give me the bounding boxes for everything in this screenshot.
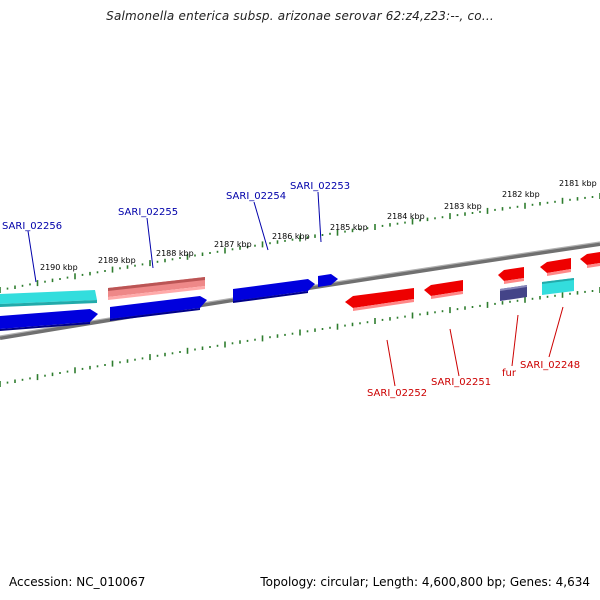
feature-cyan-left[interactable] [0, 290, 97, 307]
scale-label-2186: 2186 kbp [272, 232, 310, 241]
scale-label-2181: 2181 kbp [559, 179, 597, 188]
feature-blue-sari-02254[interactable] [233, 279, 315, 303]
gene-label-sari-02255[interactable]: SARI_02255 [118, 207, 178, 218]
feature-blue-sari-02255[interactable] [110, 296, 207, 321]
scale-label-2184: 2184 kbp [387, 212, 425, 221]
label-leader-lines [27, 191, 564, 387]
scale-label-2188: 2188 kbp [156, 249, 194, 258]
scale-label-2190: 2190 kbp [40, 263, 78, 272]
feature-cyan-sari-02248[interactable] [542, 278, 574, 295]
feature-red-upper-2[interactable] [540, 258, 571, 276]
scale-label-2183: 2183 kbp [444, 202, 482, 211]
gene-label-fur[interactable]: fur [502, 368, 517, 379]
gene-label-sari-02252[interactable]: SARI_02252 [367, 388, 427, 399]
genome-stats-text: Topology: circular; Length: 4,600,800 bp… [260, 575, 590, 589]
feature-purple-fur[interactable] [500, 285, 527, 301]
gene-label-sari-02254[interactable]: SARI_02254 [226, 191, 286, 202]
feature-red-upper-1[interactable] [498, 267, 524, 284]
scale-label-2185: 2185 kbp [330, 223, 368, 232]
feature-red-sari-02251[interactable] [424, 280, 463, 299]
feature-blue-sari-02253[interactable] [318, 274, 338, 287]
gene-label-sari-02251[interactable]: SARI_02251 [431, 377, 491, 388]
scale-labels: 2190 kbp 2189 kbp 2188 kbp 2187 kbp 2186… [40, 179, 597, 272]
feature-red-sari-02252[interactable] [345, 288, 414, 311]
scale-label-2189: 2189 kbp [98, 256, 136, 265]
upper-scale-track [0, 193, 600, 293]
feature-pink-sari-02255[interactable] [108, 277, 205, 300]
feature-red-upper-3[interactable] [580, 252, 600, 268]
gene-label-sari-02256[interactable]: SARI_02256 [2, 221, 62, 232]
scale-label-2187: 2187 kbp [214, 240, 252, 249]
lower-scale-track [0, 287, 600, 387]
gene-label-sari-02253[interactable]: SARI_02253 [290, 181, 350, 192]
accession-text: Accession: NC_010067 [9, 575, 146, 589]
feature-blue-left[interactable] [0, 309, 98, 331]
map-title: Salmonella enterica subsp. arizonae sero… [106, 9, 494, 23]
scale-label-2182: 2182 kbp [502, 190, 540, 199]
gene-label-sari-02248[interactable]: SARI_02248 [520, 360, 580, 371]
